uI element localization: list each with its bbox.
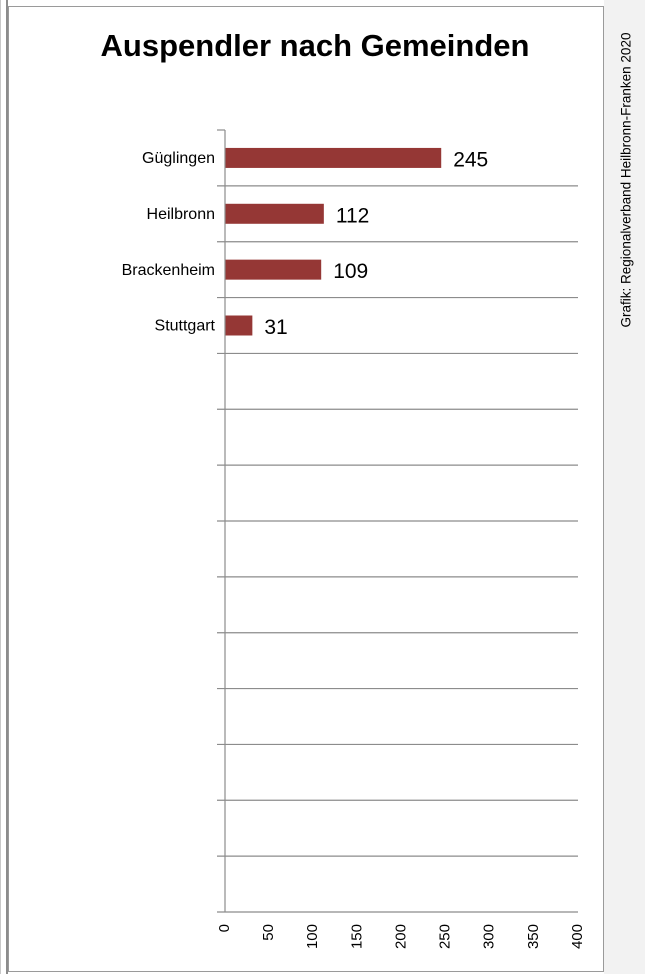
axes <box>217 129 226 912</box>
x-tick-label: 0 <box>216 924 233 932</box>
bars <box>225 147 442 336</box>
x-tick-label: 250 <box>437 924 454 949</box>
bar <box>225 203 324 224</box>
side-strip <box>604 0 645 974</box>
value-label: 31 <box>264 316 287 339</box>
x-tick-label: 100 <box>304 924 321 949</box>
category-label: Stuttgart <box>155 318 216 335</box>
value-label: 245 <box>453 148 488 171</box>
bar <box>225 147 442 168</box>
grid-lines <box>217 185 578 913</box>
x-tick-label: 300 <box>481 924 498 949</box>
outer-border-inner <box>6 0 8 974</box>
chart-title: Auspendler nach Gemeinden <box>100 28 530 63</box>
labels: 0 50 100 150 200 250 300 350 400 Güglingen 245 Heil… <box>122 148 586 949</box>
x-tick-label: 200 <box>392 924 409 949</box>
category-label: Brackenheim <box>122 262 215 279</box>
value-label: 109 <box>333 260 368 283</box>
x-tick-label: 150 <box>348 924 365 949</box>
outer-border <box>0 0 1 974</box>
x-tick-label: 400 <box>569 924 586 949</box>
x-tick-label: 50 <box>260 924 277 941</box>
category-label: Güglingen <box>142 150 215 167</box>
category-label: Heilbronn <box>147 206 215 223</box>
x-tick-label: 350 <box>525 924 542 949</box>
value-label: 112 <box>336 204 369 227</box>
bar <box>225 259 322 280</box>
bar <box>225 315 253 336</box>
